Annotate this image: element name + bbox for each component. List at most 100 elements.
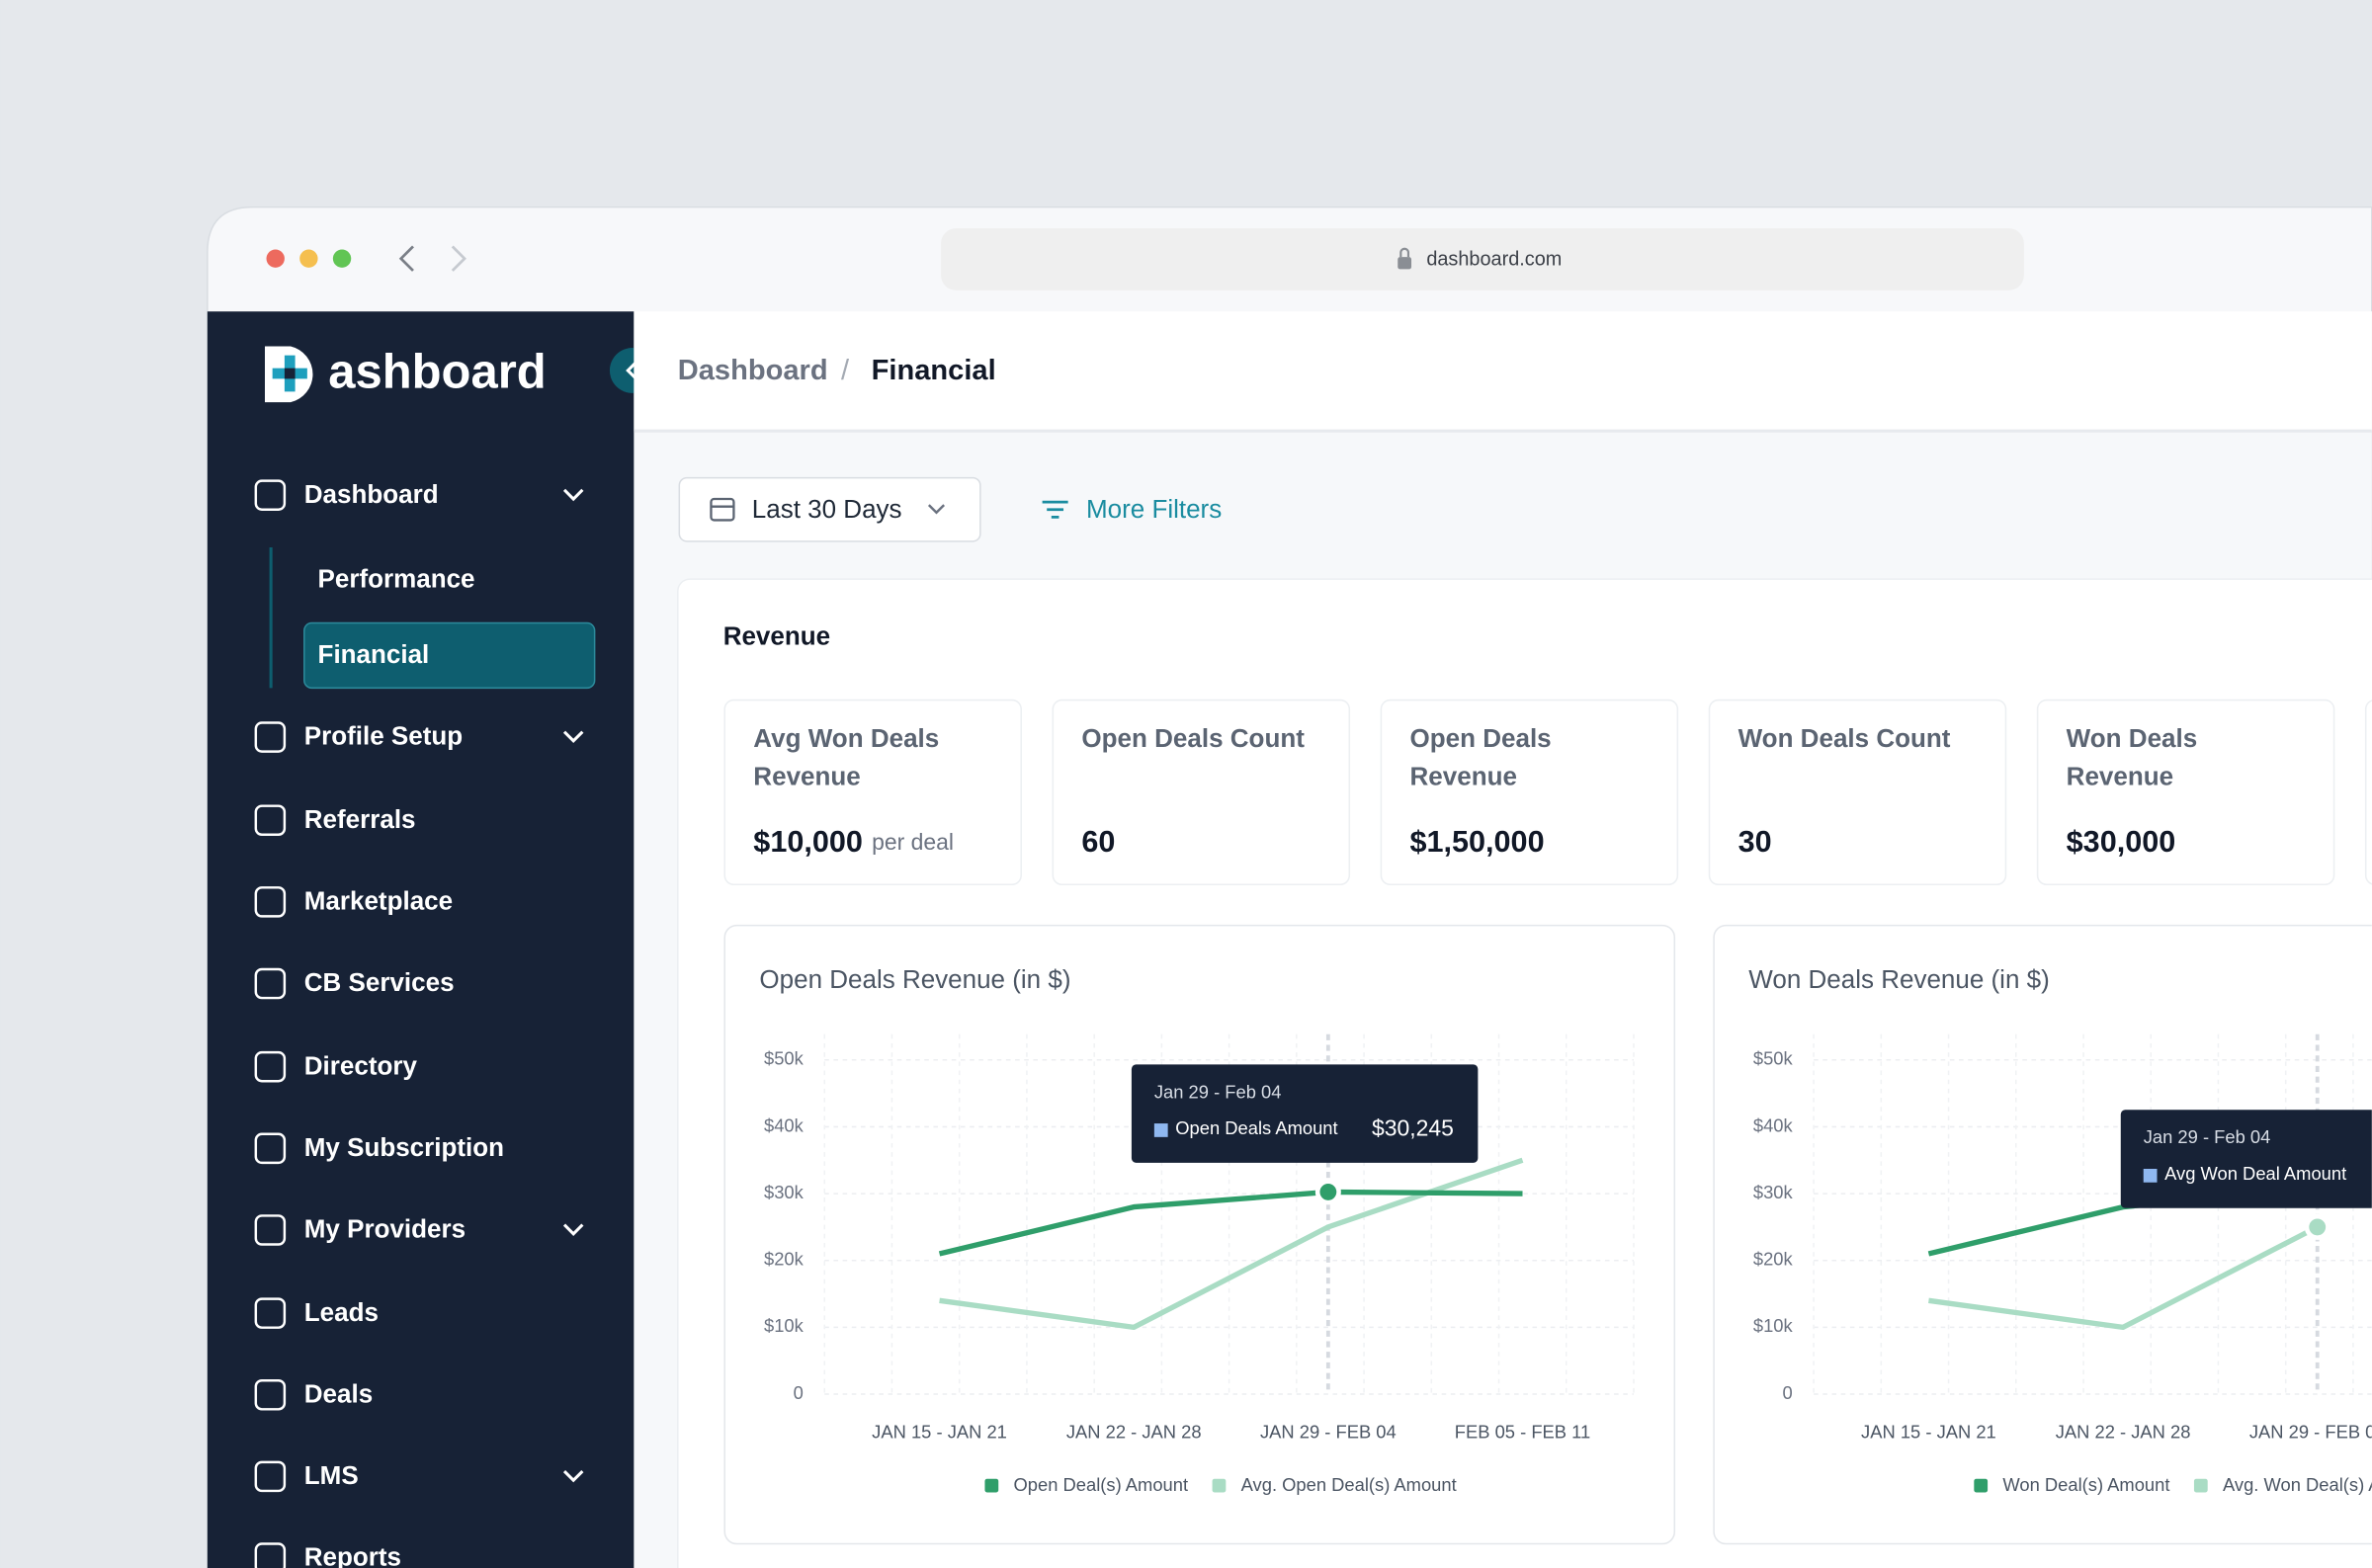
x-tick-label: JAN 15 - JAN 21 <box>872 1422 1007 1443</box>
more-filters[interactable]: More Filters <box>1086 494 1222 524</box>
logo-text: ashboard <box>328 345 546 398</box>
card-value-line: $30,000 <box>2067 825 2176 859</box>
card-unit: per deal <box>872 829 954 855</box>
nav-item[interactable]: My Subscription <box>304 1132 504 1162</box>
x-tick-label: JAN 29 - FEB 04 <box>1260 1422 1397 1443</box>
address-bar[interactable] <box>941 228 2024 290</box>
nav-subitem[interactable]: Performance <box>318 564 475 594</box>
card-value-line: $10,000 per deal <box>753 825 954 859</box>
card-value: $30,000 <box>2067 825 2176 859</box>
y-tick-label: $30k <box>1753 1182 1794 1202</box>
active-item[interactable] <box>303 621 596 690</box>
legend-swatch <box>1212 1478 1227 1493</box>
x-tick-label: JAN 29 - FEB 04 <box>2249 1422 2372 1443</box>
nav-item[interactable]: Directory <box>304 1050 418 1080</box>
header <box>634 311 2372 432</box>
legend-swatch <box>984 1478 999 1493</box>
stat-card <box>2036 699 2335 886</box>
stat-card <box>723 699 1022 886</box>
card-value: 60 <box>1081 825 1115 859</box>
hover-point <box>1314 1179 1341 1205</box>
tooltip <box>2120 1110 2372 1208</box>
nav-item[interactable]: Dashboard <box>304 479 439 509</box>
y-tick-label: 0 <box>794 1382 804 1403</box>
y-tick-label: $50k <box>1753 1048 1794 1069</box>
nav-subitem[interactable]: Financial <box>318 639 430 669</box>
back-button[interactable] <box>398 245 414 272</box>
card-label-box: Avg Won Deals Revenue <box>753 724 939 790</box>
chart-panel <box>1713 924 2372 1545</box>
card-label-box: Open Deals Count <box>1081 724 1305 754</box>
breadcrumb-current: Financial <box>872 355 996 386</box>
legend-label: Avg. Won Deal(s) Amount <box>2223 1474 2372 1495</box>
nav-item[interactable]: My Providers <box>304 1214 466 1244</box>
stat-card <box>1380 699 1679 886</box>
legend-label: Open Deal(s) Amount <box>1014 1474 1189 1495</box>
lock-icon <box>1398 257 1412 270</box>
nav-icon <box>254 886 287 918</box>
card-label: Open Deals Revenue <box>1409 724 1552 791</box>
tooltip <box>1131 1064 1479 1163</box>
y-tick-label: $40k <box>1753 1114 1794 1135</box>
legend-swatch <box>2193 1478 2208 1493</box>
card-value: 30 <box>1738 825 1772 859</box>
nav-item[interactable]: Profile Setup <box>304 721 463 751</box>
charts: Open Deals Revenue (in $) 0 $10k $20k $30k $4… <box>723 924 2372 1545</box>
nav-chevron <box>562 488 584 502</box>
dropdown-chevron <box>927 504 946 515</box>
tooltip-name: Open Deals Amount <box>1175 1117 1337 1138</box>
card-value: $1,50,000 <box>1409 825 1544 859</box>
card-value-line: 30 <box>1738 825 1772 859</box>
cards: Avg Won Deals Revenue $10,000 per deal Open… <box>723 699 2335 886</box>
forward-button[interactable] <box>451 245 466 272</box>
legend-swatch <box>1974 1478 1989 1493</box>
close-dot[interactable] <box>266 249 285 268</box>
nav-item[interactable]: Deals <box>304 1378 373 1408</box>
nav-icon <box>254 479 287 511</box>
section-title: Revenue <box>723 621 830 651</box>
nav-item[interactable]: Referrals <box>304 804 416 834</box>
legend-label: Won Deal(s) Amount <box>2002 1474 2169 1495</box>
minimize-dot[interactable] <box>299 249 318 268</box>
chart-title: Won Deals Revenue (in $) <box>1748 964 2049 994</box>
stat-card <box>1052 699 1351 886</box>
logo-mark <box>265 346 313 403</box>
card-label-box: Won Deals Count <box>1738 724 1951 753</box>
date-range-select[interactable] <box>678 476 981 542</box>
date-range: Last 30 Days <box>752 494 902 524</box>
y-tick-label: $40k <box>764 1114 805 1135</box>
nav-chevron <box>562 730 584 744</box>
y-tick-label: $20k <box>1753 1249 1794 1270</box>
chart-title: Open Deals Revenue (in $) <box>759 964 1070 994</box>
chart: Won Deals Revenue (in $) 0 $10k $20k $30k $40… <box>1713 924 2372 1545</box>
nav-item[interactable]: LMS <box>304 1460 359 1490</box>
y-tick-label: $10k <box>764 1315 805 1336</box>
y-tick-label: $30k <box>764 1182 805 1202</box>
tooltip-swatch <box>1153 1123 1168 1137</box>
nav-icon <box>254 1542 287 1568</box>
zoom-dot[interactable] <box>332 249 352 268</box>
nav-icon <box>254 1297 287 1329</box>
nav-item[interactable]: Marketplace <box>304 886 453 916</box>
card-overflow <box>2364 700 2372 885</box>
card-label-box: Won Deals Revenue <box>2066 724 2198 791</box>
calendar-icon <box>710 497 735 522</box>
nav-item[interactable]: Reports <box>304 1542 401 1568</box>
nav-icon <box>254 1214 287 1246</box>
card-label: Open Deals Count <box>1081 724 1305 754</box>
nav-icon <box>254 1050 287 1083</box>
y-tick-label: $10k <box>1753 1315 1794 1336</box>
chart-panel <box>723 924 1676 1545</box>
breadcrumb-root[interactable]: Dashboard <box>678 355 828 386</box>
y-tick-label: $50k <box>764 1048 805 1069</box>
sidebar <box>207 311 635 1568</box>
y-tick-label: $20k <box>764 1249 805 1270</box>
nav-item[interactable]: Leads <box>304 1297 379 1327</box>
filter-icon <box>1042 500 1068 519</box>
x-tick-label: JAN 15 - JAN 21 <box>1861 1422 1996 1443</box>
nav-item[interactable]: CB Services <box>304 967 455 997</box>
x-tick-label: JAN 22 - JAN 28 <box>2056 1422 2191 1443</box>
y-tick-label: 0 <box>1782 1382 1792 1403</box>
nav-icon <box>254 804 287 836</box>
card-label: Won Deals Revenue <box>2066 724 2198 791</box>
